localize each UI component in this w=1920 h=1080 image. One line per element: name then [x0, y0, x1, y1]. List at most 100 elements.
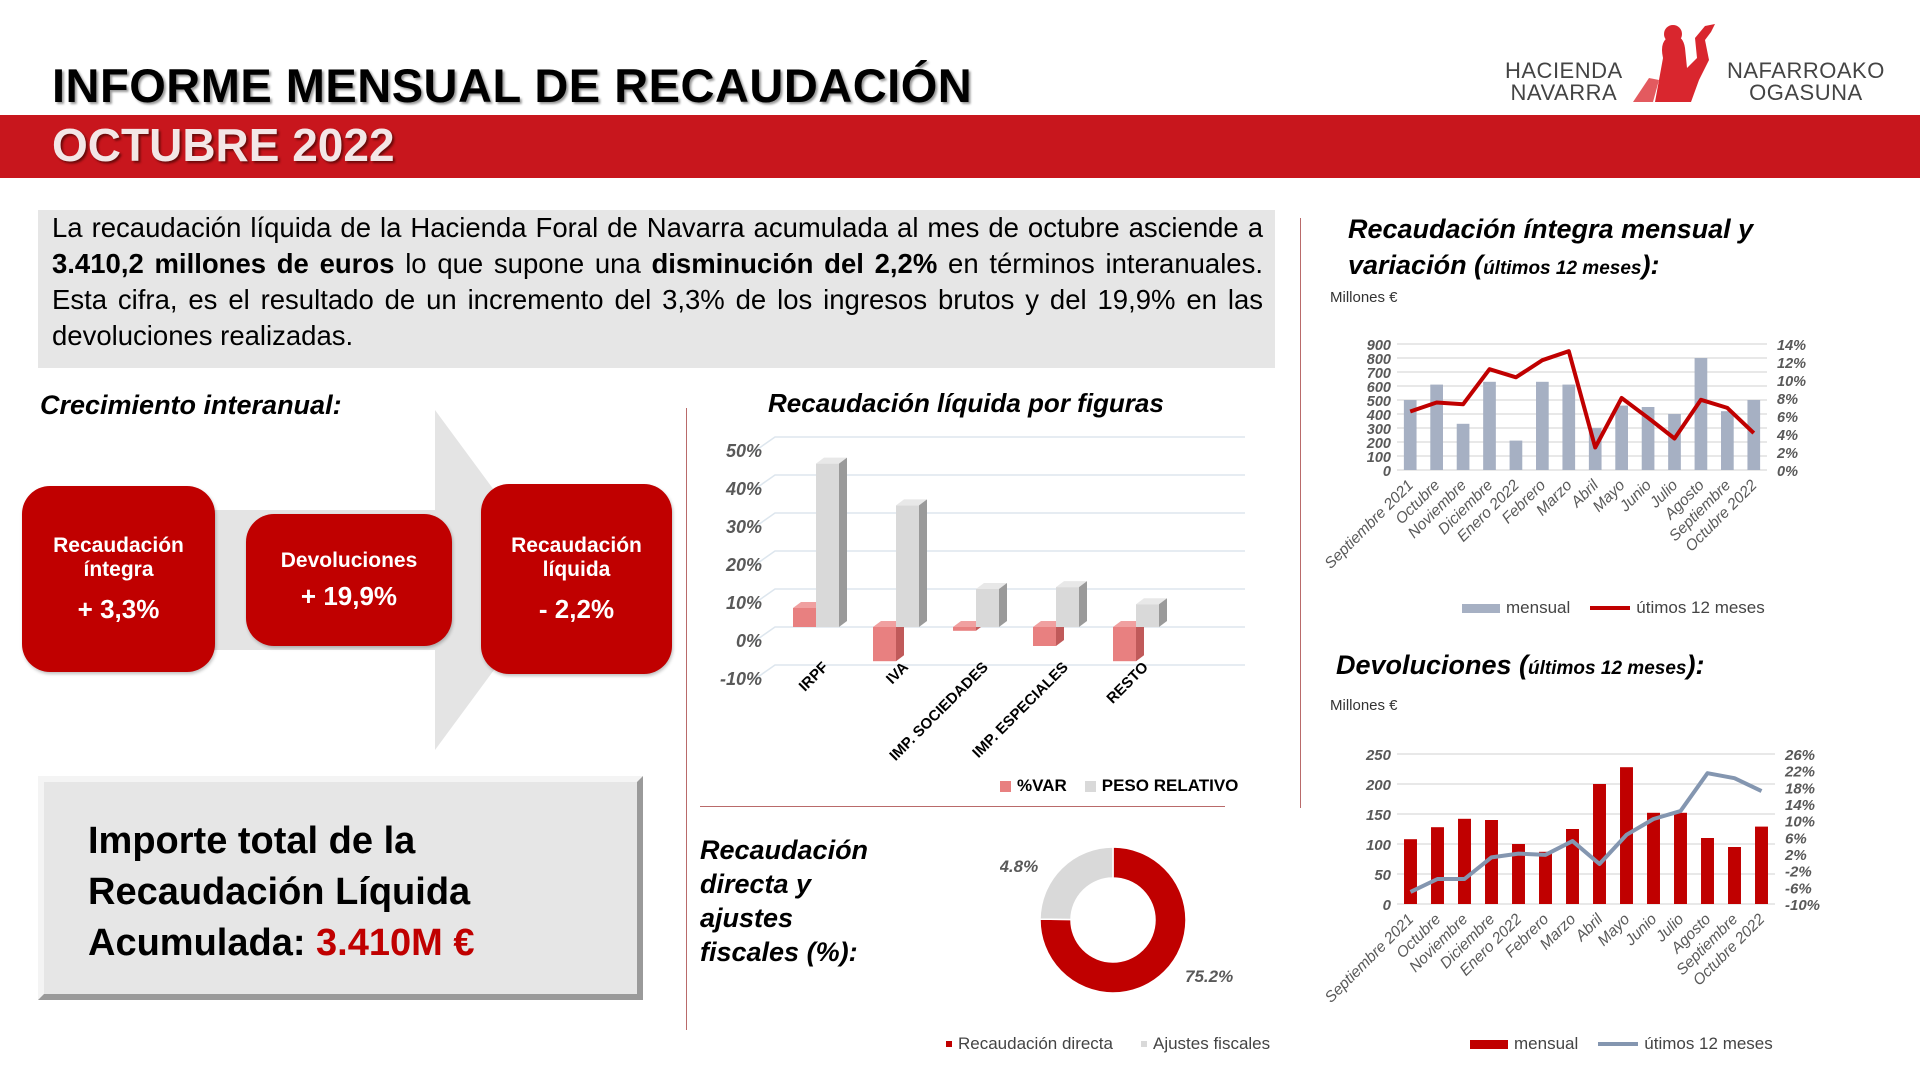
donut-slice — [1039, 846, 1187, 994]
y-tick-label: 200 — [1365, 777, 1392, 794]
bar-top-face — [896, 499, 927, 506]
donut-title-line: fiscales (%): — [700, 937, 858, 967]
refunds-chart: 250 200 150 100 50 0 26%22%18%14%10%6%2%-2%-6%… — [1322, 747, 1820, 1006]
bar-mensual — [1674, 812, 1687, 904]
y-tick-label: 800 — [1367, 352, 1391, 368]
y-tick-label: 400 — [1366, 408, 1391, 424]
legend-label: PESO RELATIVO — [1101, 776, 1239, 795]
growth-value: - 2,2% — [538, 593, 615, 624]
x-tick-label: IRPF — [796, 659, 832, 695]
y-tick-label: 50% — [726, 441, 762, 461]
gridline — [754, 550, 1245, 566]
bar--var — [1033, 627, 1056, 646]
y-tick-label: 0% — [736, 631, 762, 651]
y-tick-label: 30% — [726, 517, 762, 537]
y2-tick-label: 8% — [1777, 392, 1798, 408]
legend-swatch — [1140, 1041, 1147, 1047]
bar-mensual — [1458, 818, 1471, 904]
bar-peso-relativo — [1136, 604, 1159, 627]
y2-tick-label: 2% — [1776, 446, 1798, 462]
y2-tick-label: 10% — [1785, 814, 1815, 831]
x-tick-label: RESTO — [1103, 659, 1152, 708]
donut-chart: 75.2% 24.8% — [1000, 846, 1233, 994]
bar--var — [793, 608, 816, 627]
bar-mensual — [1403, 400, 1417, 470]
divider — [686, 408, 687, 1030]
divider — [1300, 218, 1301, 808]
bar-top-face — [1056, 581, 1087, 588]
y-tick-label: 900 — [1367, 338, 1391, 354]
monthly-legend: mensual útimos 12 meses — [1462, 598, 1765, 618]
legend-swatch — [1000, 780, 1011, 792]
total-label: Acumulada: — [88, 922, 317, 964]
legend-label: Ajustes fiscales — [1152, 1034, 1271, 1053]
bar-mensual — [1701, 838, 1714, 904]
y-tick-label: 100 — [1367, 450, 1391, 466]
bar-mensual — [1431, 827, 1444, 904]
bar-mensual — [1668, 414, 1681, 470]
summary-text: La recaudación líquida de la Hacienda Fo… — [52, 212, 1263, 243]
bar-mensual — [1483, 381, 1496, 470]
bar-peso-relativo — [1056, 587, 1079, 627]
legend-label: útimos 12 meses — [1636, 598, 1765, 617]
y2-tick-label: -6% — [1785, 880, 1812, 897]
total-label: Recaudación Líquida — [88, 871, 471, 913]
gridline — [754, 436, 1245, 452]
y-tick-label: 150 — [1366, 807, 1392, 824]
bar-mensual — [1694, 358, 1708, 470]
refunds-legend: mensual útimos 12 meses — [1470, 1034, 1773, 1054]
bar-peso-relativo — [976, 589, 999, 627]
growth-label: Devoluciones — [280, 548, 418, 572]
title-text: ): — [1641, 250, 1660, 280]
bar-mensual — [1755, 826, 1768, 904]
growth-label: íntegra — [83, 557, 154, 581]
logo-line: NAFARROAKO — [1727, 58, 1885, 83]
title-text: variación ( — [1348, 250, 1484, 280]
y-axis-unit: Millones € — [1330, 697, 1398, 714]
legend-swatch — [1598, 1042, 1639, 1046]
y-tick-label: 0 — [1383, 464, 1391, 480]
total-amount: 3.410M € — [316, 922, 475, 964]
y-tick-label: 40% — [725, 479, 762, 499]
bar-top-face — [816, 457, 847, 464]
divider — [700, 806, 1225, 807]
growth-box-devoluciones: Devoluciones + 19,9% — [246, 514, 452, 646]
bar-mensual — [1509, 440, 1523, 470]
monthly-chart-title: Recaudación íntegra mensual y — [1348, 214, 1753, 245]
legend-swatch — [1084, 780, 1096, 792]
legend-swatch — [946, 1041, 952, 1047]
bar-mensual — [1647, 812, 1660, 904]
y2-tick-label: 14% — [1777, 338, 1806, 354]
report-period: OCTUBRE 2022 — [52, 119, 395, 171]
bar--var — [1113, 627, 1136, 662]
bar-top-face — [1136, 598, 1167, 605]
y-tick-label: 50 — [1374, 867, 1391, 884]
bar-peso-relativo — [896, 505, 919, 627]
bar--var — [873, 627, 896, 662]
total-amount-box: Importe total de la Recaudación Líquida … — [38, 776, 643, 1000]
refunds-chart-title: Devoluciones (últimos 12 meses): — [1336, 650, 1704, 681]
bar-mensual — [1485, 820, 1498, 904]
logo-line: NAVARRA — [1510, 80, 1618, 105]
gridline — [754, 474, 1245, 490]
legend-swatch — [1590, 606, 1631, 610]
y-tick-label: 700 — [1367, 366, 1391, 382]
bar-side-face — [999, 583, 1007, 627]
hacienda-navarra-logo: HACIENDA NAVARRA NAFARROAKO OGASUNA — [1505, 18, 1890, 108]
y2-tick-label: -10% — [1785, 897, 1820, 914]
y-tick-label: -10% — [720, 669, 762, 689]
y2-tick-label: 26% — [1784, 747, 1815, 764]
figures-chart-title: Recaudación líquida por figuras — [768, 388, 1164, 418]
summary-decrease: disminución del 2,2% — [651, 248, 938, 279]
legend-label: mensual — [1506, 598, 1571, 617]
growth-label: líquida — [542, 557, 611, 581]
header-band — [0, 115, 1920, 178]
donut-slice — [1039, 846, 1114, 921]
bar-top-face — [976, 583, 1007, 589]
bar-mensual — [1747, 400, 1761, 470]
bar-side-face — [1056, 621, 1064, 646]
bar-side-face — [1159, 598, 1167, 627]
logo-text-left: HACIENDA NAVARRA — [1505, 60, 1623, 104]
logo-line: HACIENDA — [1505, 58, 1623, 83]
